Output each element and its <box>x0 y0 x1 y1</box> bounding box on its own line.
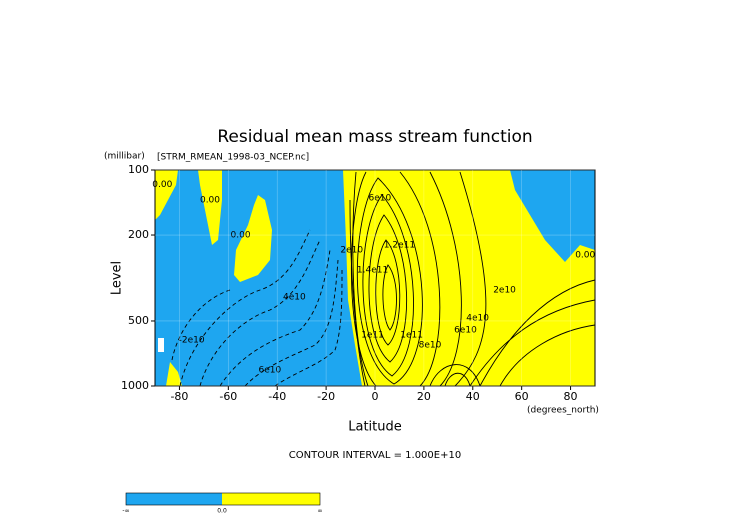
contour-label: 1.2e11 <box>384 240 415 250</box>
contour-label: -2e10 <box>179 336 205 346</box>
plot-area: 0.00 0.00 0.00 4e10 -2e10 6e10 2e10 6e10 1.2e11 1… <box>152 170 596 387</box>
x-tick-label: -40 <box>268 390 286 403</box>
contour-label: 2e10 <box>493 285 516 295</box>
subtitle: [STRM_RMEAN_1998-03_NCEP.nc] <box>157 153 309 163</box>
y-units: (millibar) <box>104 152 145 162</box>
contour-lines <box>171 171 596 387</box>
x-tick-label: 60 <box>515 390 529 403</box>
x-tick-label: 80 <box>564 390 578 403</box>
x-axis-label: Latitude <box>348 420 402 435</box>
colorbar: -∞ 0.0 ∞ <box>122 492 323 515</box>
contour-label: 1e11 <box>400 330 423 340</box>
footnote: CONTOUR INTERVAL = 1.000E+10 <box>289 450 461 461</box>
contour-label: 8e10 <box>419 341 442 351</box>
y-tick-label: 200 <box>128 228 149 241</box>
x-tick-label: -60 <box>219 390 237 403</box>
contour-label: 0.00 <box>575 250 595 260</box>
x-tick-label: 20 <box>417 390 431 403</box>
contour-label: 0.00 <box>231 231 251 241</box>
colorbar-frame <box>125 492 321 506</box>
contour-label: 2e10 <box>340 245 363 255</box>
positive-region <box>155 170 178 220</box>
chart-title: Residual mean mass stream function <box>217 127 532 147</box>
contour-label: 4e10 <box>283 292 306 302</box>
y-axis-label: Level <box>110 261 125 295</box>
x-tick-label: 0 <box>372 390 379 403</box>
colorbar-label: ∞ <box>318 508 323 515</box>
y-tick-label: 500 <box>128 314 149 327</box>
contour-label: 6e10 <box>454 325 477 335</box>
x-tick-label: -80 <box>170 390 188 403</box>
positive-region <box>343 170 595 386</box>
colorbar-label: 0.0 <box>217 508 227 515</box>
contour-label: 0.00 <box>200 196 220 206</box>
contour-label: 0.00 <box>152 180 172 190</box>
contour-label: 1e11 <box>361 330 384 340</box>
x-tick-label: -20 <box>317 390 335 403</box>
y-tick-label: 1000 <box>121 379 149 392</box>
positive-region <box>198 170 222 245</box>
y-tick-label: 100 <box>128 163 149 176</box>
missing-region <box>158 338 164 352</box>
contour-label: 6e10 <box>369 194 392 204</box>
colorbar-negative <box>126 493 222 505</box>
x-units: (degrees_north) <box>527 406 599 416</box>
contour-label: 1.4e11 <box>357 265 388 275</box>
positive-region <box>166 362 182 386</box>
x-tick-label: 40 <box>466 390 480 403</box>
positive-region <box>234 195 272 282</box>
contour-label: 4e10 <box>466 313 489 323</box>
colorbar-positive <box>222 493 320 505</box>
colorbar-label: -∞ <box>122 508 129 515</box>
contour-label: 6e10 <box>259 365 282 375</box>
